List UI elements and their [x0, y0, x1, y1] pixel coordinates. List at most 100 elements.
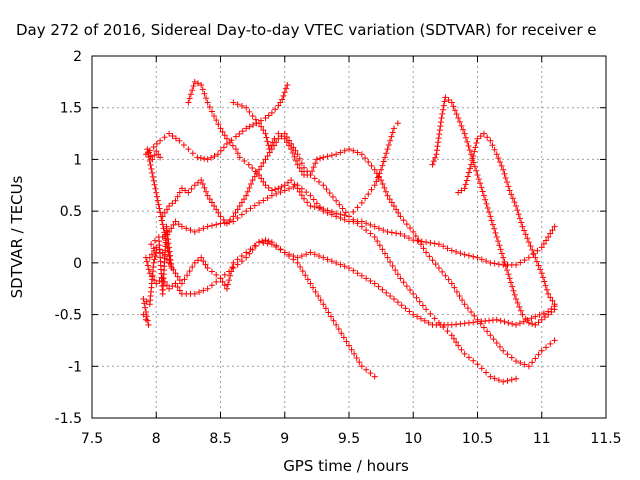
data-point	[407, 287, 414, 294]
data-point	[303, 251, 310, 258]
data-point	[497, 246, 504, 253]
data-point	[264, 138, 271, 145]
data-point	[174, 283, 181, 290]
data-point	[470, 319, 477, 326]
data-point	[394, 271, 401, 278]
data-point	[508, 376, 515, 383]
data-point	[290, 252, 297, 259]
data-point	[470, 152, 477, 159]
data-point	[524, 235, 531, 242]
data-point	[144, 317, 151, 324]
data-point	[221, 271, 228, 278]
data-point	[298, 252, 305, 259]
data-point	[223, 135, 230, 142]
data-point	[325, 309, 332, 316]
data-point	[470, 357, 477, 364]
data-point	[405, 235, 412, 242]
data-point	[313, 200, 320, 207]
data-point	[448, 332, 455, 339]
data-point	[547, 230, 554, 237]
data-point	[358, 218, 365, 225]
data-point	[371, 223, 378, 230]
data-point	[188, 185, 195, 192]
data-point	[501, 318, 508, 325]
data-point	[461, 185, 468, 192]
y-tick-label: 0	[73, 256, 82, 272]
data-point	[336, 201, 343, 208]
data-point	[320, 206, 327, 213]
data-point	[232, 146, 239, 153]
x-tick-label: 8.5	[209, 431, 231, 447]
data-point	[403, 221, 410, 228]
data-point	[515, 211, 522, 218]
data-point	[487, 137, 494, 144]
data-point	[310, 284, 317, 291]
data-point	[504, 377, 511, 384]
data-point	[386, 196, 393, 203]
data-point	[157, 137, 164, 144]
data-point	[438, 115, 445, 122]
data-point	[350, 216, 357, 223]
series-track-i	[455, 130, 558, 308]
data-point	[354, 270, 361, 277]
data-point	[145, 149, 152, 156]
data-point	[417, 241, 424, 248]
data-point	[513, 261, 520, 268]
data-point	[477, 133, 484, 140]
data-point	[400, 217, 407, 224]
data-point	[304, 276, 311, 283]
data-point	[371, 182, 378, 189]
data-point	[458, 122, 465, 129]
data-point	[166, 244, 173, 251]
data-point	[281, 182, 288, 189]
data-point	[521, 257, 528, 264]
data-point	[508, 354, 515, 361]
data-point	[143, 298, 150, 305]
data-point	[483, 369, 490, 376]
data-point	[208, 268, 215, 275]
data-point	[529, 246, 536, 253]
data-point	[191, 78, 198, 85]
data-point	[493, 316, 500, 323]
chart-title: Day 272 of 2016, Sidereal Day-to-day VTE…	[16, 21, 597, 39]
data-point	[286, 142, 293, 149]
data-point	[383, 289, 390, 296]
data-point	[541, 278, 548, 285]
data-point	[320, 254, 327, 261]
data-point	[525, 254, 532, 261]
data-point	[238, 199, 245, 206]
data-point	[317, 297, 324, 304]
data-point	[167, 257, 174, 264]
data-point	[172, 135, 179, 142]
data-point	[504, 351, 511, 358]
data-point	[229, 142, 236, 149]
data-point	[176, 277, 183, 284]
data-point	[340, 334, 347, 341]
data-point	[197, 155, 204, 162]
data-point	[166, 253, 173, 260]
data-point	[150, 245, 157, 252]
data-point	[204, 285, 211, 292]
data-point	[478, 256, 485, 263]
data-point	[543, 237, 550, 244]
data-point	[208, 199, 215, 206]
data-point	[500, 378, 507, 385]
data-point	[320, 182, 327, 189]
data-point	[461, 251, 468, 258]
data-point	[429, 161, 436, 168]
data-point	[379, 162, 386, 169]
data-point	[217, 125, 224, 132]
data-point	[172, 270, 179, 277]
data-point	[461, 301, 468, 308]
data-point	[311, 204, 318, 211]
data-point	[316, 205, 323, 212]
data-point	[496, 343, 503, 350]
data-point	[535, 319, 542, 326]
data-point	[278, 183, 285, 190]
data-point	[529, 320, 536, 327]
data-point	[548, 308, 555, 315]
data-point	[317, 204, 324, 211]
data-point	[198, 81, 205, 88]
data-point	[145, 150, 152, 157]
data-point	[538, 244, 545, 251]
